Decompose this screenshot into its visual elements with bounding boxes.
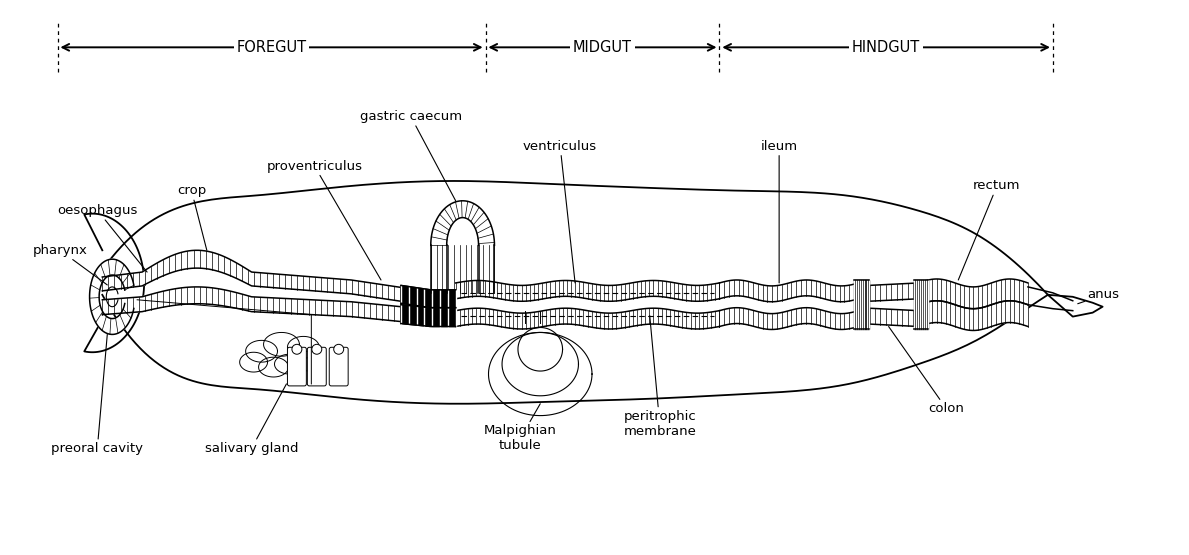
Circle shape <box>334 344 344 354</box>
Polygon shape <box>89 259 134 335</box>
Polygon shape <box>288 336 320 358</box>
Text: gastric caecum: gastric caecum <box>360 110 461 201</box>
FancyBboxPatch shape <box>288 347 307 386</box>
Text: crop: crop <box>177 184 207 250</box>
Polygon shape <box>918 301 1028 330</box>
Polygon shape <box>854 280 869 330</box>
Polygon shape <box>1048 295 1102 316</box>
Polygon shape <box>401 305 455 326</box>
Polygon shape <box>102 287 430 325</box>
Text: pharynx: pharynx <box>32 244 107 285</box>
Polygon shape <box>240 352 268 372</box>
Polygon shape <box>246 340 277 362</box>
Text: rectum: rectum <box>958 179 1020 280</box>
Text: anus: anus <box>1077 289 1120 304</box>
FancyBboxPatch shape <box>329 347 348 386</box>
Text: colon: colon <box>888 326 964 415</box>
Polygon shape <box>430 201 495 245</box>
Polygon shape <box>264 332 300 356</box>
Text: proventriculus: proventriculus <box>266 160 380 280</box>
Polygon shape <box>102 181 1048 403</box>
Text: ventriculus: ventriculus <box>523 140 597 283</box>
Polygon shape <box>719 280 858 302</box>
Polygon shape <box>858 283 918 302</box>
Text: ileum: ileum <box>761 140 798 283</box>
Text: salivary gland: salivary gland <box>205 384 298 455</box>
FancyBboxPatch shape <box>307 347 326 386</box>
Text: MIDGUT: MIDGUT <box>573 40 633 55</box>
Text: FOREGUT: FOREGUT <box>237 40 307 55</box>
Polygon shape <box>719 307 858 330</box>
Text: HINDGUT: HINDGUT <box>853 40 920 55</box>
Polygon shape <box>455 280 719 301</box>
Polygon shape <box>295 351 323 371</box>
Circle shape <box>312 344 322 354</box>
Polygon shape <box>858 307 918 326</box>
Polygon shape <box>84 214 144 352</box>
Polygon shape <box>258 357 289 377</box>
Text: oesophagus: oesophagus <box>57 204 147 272</box>
Circle shape <box>292 344 302 354</box>
Polygon shape <box>401 285 455 307</box>
Polygon shape <box>430 245 495 293</box>
Text: preoral cavity: preoral cavity <box>51 335 144 455</box>
Polygon shape <box>275 354 304 374</box>
Polygon shape <box>918 279 1028 309</box>
Polygon shape <box>913 280 929 330</box>
Text: Malpighian
tubule: Malpighian tubule <box>484 403 556 452</box>
Polygon shape <box>455 308 719 329</box>
Polygon shape <box>102 250 430 306</box>
Text: peritrophic
membrane: peritrophic membrane <box>623 316 696 437</box>
